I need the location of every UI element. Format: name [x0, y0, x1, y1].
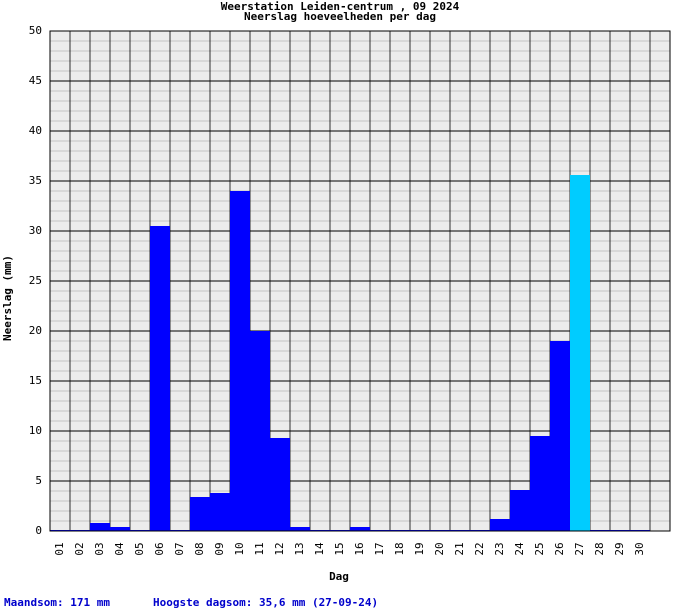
x-tick-label: 25 — [533, 542, 546, 555]
x-tick-label: 14 — [313, 542, 326, 556]
bar — [210, 493, 230, 531]
y-tick-label: 50 — [29, 24, 42, 37]
bar — [110, 527, 130, 531]
x-tick-label: 16 — [353, 542, 366, 555]
y-tick-label: 20 — [29, 324, 42, 337]
x-tick-label: 26 — [553, 542, 566, 555]
footer-month-total: Maandsom: 171 mm — [4, 596, 110, 609]
x-tick-label: 27 — [573, 542, 586, 555]
x-tick-label: 06 — [153, 542, 166, 555]
bar — [230, 191, 250, 531]
y-tick-label: 15 — [29, 374, 42, 387]
bar — [550, 341, 570, 531]
x-tick-label: 02 — [73, 542, 86, 555]
x-tick-label: 17 — [373, 542, 386, 555]
bar — [90, 523, 110, 531]
x-tick-label: 12 — [273, 542, 286, 555]
x-tick-label: 18 — [393, 542, 406, 555]
y-tick-label: 30 — [29, 224, 42, 237]
x-tick-label: 10 — [233, 542, 246, 555]
bar — [250, 331, 270, 531]
x-tick-label: 24 — [513, 542, 526, 556]
bar — [570, 175, 590, 531]
bar — [350, 527, 370, 531]
x-tick-label: 28 — [593, 542, 606, 555]
x-tick-label: 22 — [473, 542, 486, 555]
x-tick-label: 30 — [633, 542, 646, 555]
footer-max-day: Hoogste dagsom: 35,6 mm (27-09-24) — [153, 596, 378, 609]
y-tick-label: 35 — [29, 174, 42, 187]
chart-title: Weerstation Leiden-centrum , 09 2024 — [221, 0, 460, 13]
chart-subtitle: Neerslag hoeveelheden per dag — [244, 10, 436, 23]
x-tick-label: 08 — [193, 542, 206, 555]
y-tick-label: 25 — [29, 274, 42, 287]
x-tick-label: 19 — [413, 542, 426, 555]
bar — [530, 436, 550, 531]
x-tick-label: 20 — [433, 542, 446, 555]
plot-border — [49, 30, 671, 532]
bar — [290, 527, 310, 531]
x-tick-label: 03 — [93, 542, 106, 555]
y-tick-label: 40 — [29, 124, 42, 137]
x-tick-label: 09 — [213, 542, 226, 555]
x-tick-label: 29 — [613, 542, 626, 555]
bar — [190, 497, 210, 531]
x-tick-label: 05 — [133, 542, 146, 555]
x-tick-label: 21 — [453, 542, 466, 555]
bar — [490, 519, 510, 531]
x-tick-label: 01 — [53, 542, 66, 555]
x-tick-label: 13 — [293, 542, 306, 555]
y-tick-label: 45 — [29, 74, 42, 87]
y-axis-label: Neerslag (mm) — [1, 255, 14, 341]
x-tick-label: 04 — [113, 542, 126, 556]
bar — [510, 490, 530, 531]
x-tick-label: 07 — [173, 542, 186, 555]
x-axis-label: Dag — [329, 570, 349, 583]
y-tick-label: 0 — [35, 524, 42, 537]
x-tick-label: 11 — [253, 542, 266, 555]
y-tick-label: 10 — [29, 424, 42, 437]
y-tick-label: 5 — [35, 474, 42, 487]
bar — [150, 226, 170, 531]
x-tick-label: 23 — [493, 542, 506, 555]
bar — [270, 438, 290, 531]
x-tick-label: 15 — [333, 542, 346, 555]
